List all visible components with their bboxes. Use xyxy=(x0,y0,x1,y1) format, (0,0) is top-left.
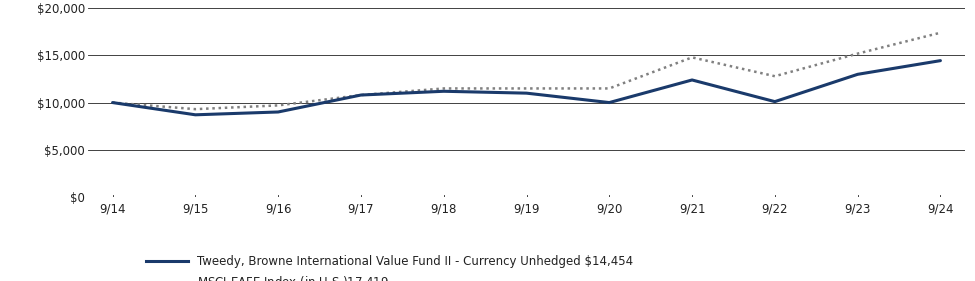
Legend: Tweedy, Browne International Value Fund II - Currency Unhedged $14,454, MSCI EAF: Tweedy, Browne International Value Fund … xyxy=(146,255,633,281)
